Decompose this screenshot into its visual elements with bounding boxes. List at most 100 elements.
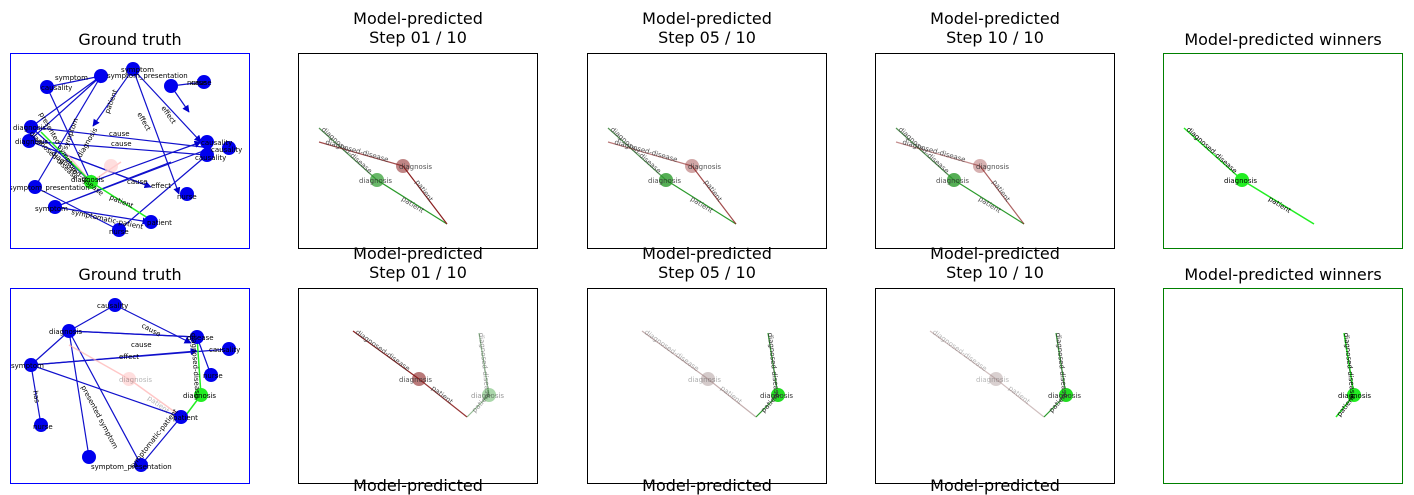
row2-step05-title: Model-predicted Step 05 / 10 <box>587 244 827 282</box>
gt1-label: causality <box>211 146 242 154</box>
row1-step05-graph: diagnosis diagnosis diagnosed-disease di… <box>587 53 827 249</box>
step-edge-label: diagnosed-disease <box>766 332 781 398</box>
row3-step10-title-cut: Model-predicted <box>930 476 1060 495</box>
gt1-label: effect <box>151 182 171 190</box>
step-node-label: diagnosis <box>760 392 793 400</box>
title-line2: Step 10 / 10 <box>946 263 1044 282</box>
gt1-label: nurse <box>187 79 207 87</box>
step-edge-label: diagnosed-disease <box>931 328 989 373</box>
step-edge-label: diagnosed-disease <box>477 332 492 398</box>
gt2-label: nurse <box>33 423 53 431</box>
gt1-label: diagnosis <box>76 126 100 159</box>
row1-step01-title: Model-predicted Step 01 / 10 <box>298 9 538 47</box>
step-edge-label: patient <box>430 384 455 406</box>
title-line1: Model-predicted <box>353 244 483 263</box>
row1-step10-graph: diagnosis diagnosis diagnosed-disease di… <box>875 53 1115 249</box>
gt1-label: cause <box>127 178 148 186</box>
gt1-label: diagnosis <box>13 124 46 132</box>
step-node-label: diagnosis <box>688 376 721 384</box>
step-node-label: diagnosis <box>936 177 969 185</box>
gt2-label: effect <box>119 353 139 361</box>
row1-gt-title: Ground truth <box>78 30 182 49</box>
gt1-label: causality <box>201 139 232 147</box>
step-node-label: diagnosis <box>471 392 504 400</box>
row2-step05-graph: diagnosis diagnosis diagnosed-disease di… <box>587 288 827 484</box>
gt2-label: patient <box>173 414 198 422</box>
row2-step10-title: Model-predicted Step 10 / 10 <box>875 244 1115 282</box>
gt1-label: causality <box>195 154 226 162</box>
row1-step05-title: Model-predicted Step 05 / 10 <box>587 9 827 47</box>
title-line2: Step 01 / 10 <box>369 263 467 282</box>
row2-step10-graph: diagnosis diagnosis diagnosed-disease di… <box>875 288 1115 484</box>
gt2-label: symptom_presentation <box>91 463 172 471</box>
row2-winners-title: Model-predicted winners <box>1184 265 1382 284</box>
row1-ground-truth-graph: symptom symptom symptom_presentation cau… <box>10 53 250 249</box>
gt1-label: patient <box>147 219 172 227</box>
gt1-label: effect <box>159 105 177 126</box>
step-edge-label: patient <box>1007 384 1032 406</box>
winner-edge-label: diagnosed-disease <box>1185 126 1239 176</box>
gt1-label: patient <box>108 193 134 210</box>
gt2-label: symptom <box>11 362 44 370</box>
step-edge-label: patient <box>702 178 723 203</box>
step-edge-label: patient <box>400 195 426 215</box>
gt2-label: causality <box>209 346 240 354</box>
gt2-label: disease <box>187 334 214 342</box>
step-edge-label: patient <box>689 195 715 215</box>
step-node-label: diagnosis <box>399 163 432 171</box>
gt1-label: nurse <box>177 193 197 201</box>
title-line1: Model-predicted <box>642 9 772 28</box>
gt1-label: cause <box>109 130 130 138</box>
row1-winners-graph: diagnosis diagnosed-disease patient <box>1163 53 1403 249</box>
step-edge-label: diagnosed-disease <box>1054 332 1069 398</box>
step-node-label: diagnosis <box>359 177 392 185</box>
gt2-label: nurse <box>203 372 223 380</box>
gt1-label: diagnosis <box>71 176 104 184</box>
gt2-label: diagnosis <box>183 392 216 400</box>
step-node-label: diagnosis <box>1048 392 1081 400</box>
gt1-label: symptom <box>35 205 68 213</box>
row2-winners-graph: diagnosis diagnosed-disease patient <box>1163 288 1403 484</box>
gt2-label: causality <box>97 302 128 310</box>
gt1-label: symptom_presentation <box>11 184 90 192</box>
gt2-label: diagnosis <box>49 328 82 336</box>
winner-node-label: diagnosis <box>1338 392 1371 400</box>
gt2-label: patient <box>146 394 171 415</box>
gt1-label: nurse <box>109 228 129 236</box>
gt1-label: patient <box>103 88 119 114</box>
row1-winners-title: Model-predicted winners <box>1184 30 1382 49</box>
gt1-label: causality <box>41 84 72 92</box>
step-node-label: diagnosis <box>688 163 721 171</box>
step-edge-label: diagnosed-disease <box>643 328 701 373</box>
step-edge-label: patient <box>977 195 1003 215</box>
row1-step10-title: Model-predicted Step 10 / 10 <box>875 9 1115 47</box>
row3-step01-title-cut: Model-predicted <box>353 476 483 495</box>
step-node-label: diagnosis <box>976 376 1009 384</box>
gt2-label: cause <box>131 341 152 349</box>
gt1-label: symptom_presentation <box>107 72 188 80</box>
gt1-label: cause <box>191 79 212 87</box>
title-line1: Model-predicted <box>642 244 772 263</box>
gt1-label: symptom <box>121 66 154 74</box>
gt2-label: diagnosis <box>119 376 152 384</box>
row3-step05-title-cut: Model-predicted <box>642 476 772 495</box>
title-line2: Step 05 / 10 <box>658 28 756 47</box>
row2-step01-graph: diagnosis diagnosis diagnosed-disease di… <box>298 288 538 484</box>
title-line2: Step 01 / 10 <box>369 28 467 47</box>
row1-step01-graph: diagnosis diagnosis diagnosed-disease di… <box>298 53 538 249</box>
step-node-label: diagnosis <box>976 163 1009 171</box>
title-line1: Model-predicted <box>930 244 1060 263</box>
gt2-label: cause <box>140 322 162 339</box>
title-line1: Model-predicted <box>930 9 1060 28</box>
step-node-label: diagnosis <box>399 376 432 384</box>
title-line2: Step 10 / 10 <box>946 28 1044 47</box>
step-edge-label: diagnosed-disease <box>354 328 412 373</box>
gt1-label: cause <box>111 140 132 148</box>
step-node-label: diagnosis <box>648 177 681 185</box>
step-edge-label: patient <box>719 384 744 406</box>
gt1-label: diagnosis <box>15 138 48 146</box>
step-edge-label: patient <box>413 178 434 203</box>
title-line2: Step 05 / 10 <box>658 263 756 282</box>
gt1-label: symptom <box>55 74 88 82</box>
gt2-label: symptomatic-patient <box>128 407 180 470</box>
